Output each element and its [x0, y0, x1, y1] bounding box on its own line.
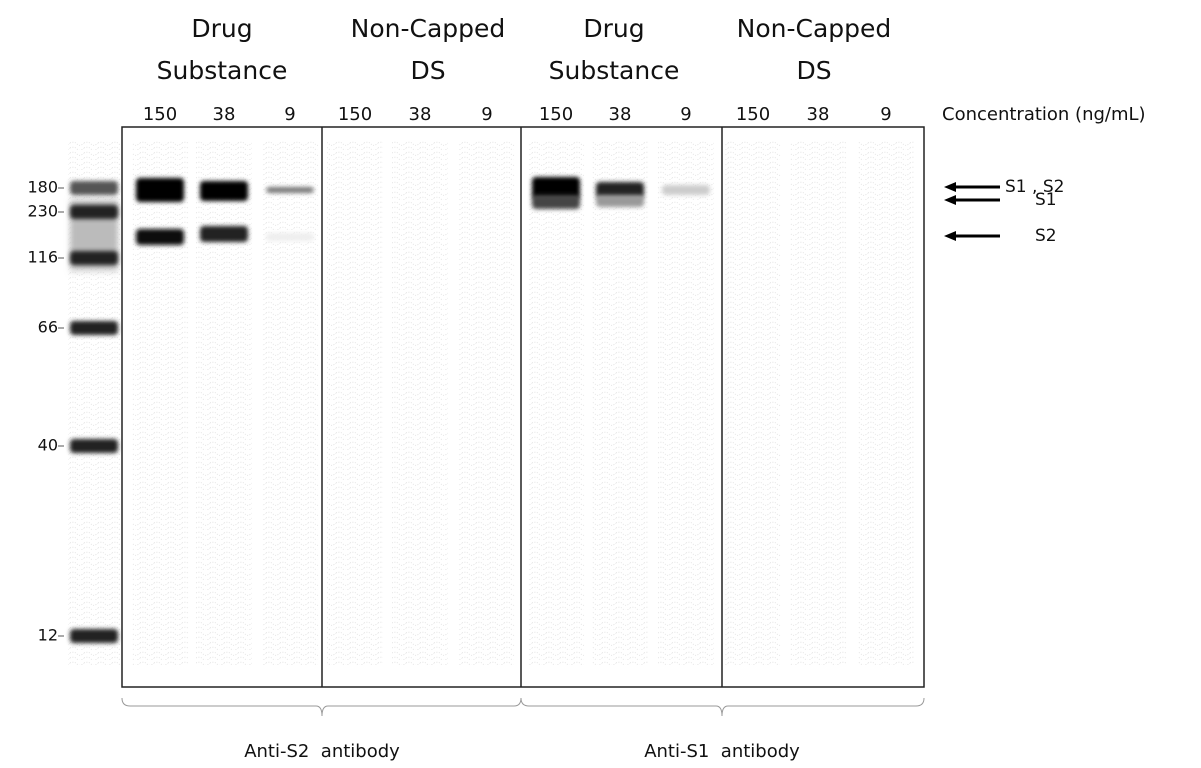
group-label: Non-Capped — [737, 14, 892, 43]
arrow-head — [944, 231, 956, 241]
concentration: 38 — [609, 104, 632, 125]
lane — [858, 140, 914, 665]
ladder-band — [70, 205, 118, 219]
ladder-band — [70, 629, 118, 643]
concentration: 9 — [481, 104, 492, 125]
band — [200, 181, 248, 201]
ladder-band — [70, 439, 118, 453]
concentration: 150 — [539, 104, 573, 125]
concentration: 9 — [880, 104, 891, 125]
arrow-label: S1 — [1035, 190, 1057, 210]
concentration: 9 — [284, 104, 295, 125]
concentration: 150 — [143, 104, 177, 125]
concentration: 9 — [680, 104, 691, 125]
lane — [262, 140, 318, 665]
arrow-label: S2 — [1035, 226, 1057, 246]
ladder-label: 230 — [27, 202, 58, 221]
group-label: Non-Capped — [351, 14, 506, 43]
brace — [122, 698, 521, 716]
ladder-label: 12 — [38, 626, 58, 645]
lane — [528, 140, 584, 665]
concentration: 150 — [338, 104, 372, 125]
lane — [790, 140, 846, 665]
brace — [521, 698, 924, 716]
lane — [132, 140, 188, 665]
ladder-band — [70, 251, 118, 265]
concentration-label: Concentration (ng/mL) — [942, 104, 1146, 125]
lane — [592, 140, 648, 665]
group-label: DS — [796, 56, 831, 85]
ladder-band — [70, 181, 118, 195]
group-label: Drug — [583, 14, 644, 43]
group-label: Substance — [157, 56, 288, 85]
blot-figure: Anti-S2 antibody Anti-S1 antibody Concen… — [0, 0, 1201, 764]
band — [266, 233, 314, 241]
concentration: 38 — [213, 104, 236, 125]
concentration: 150 — [736, 104, 770, 125]
lane — [196, 140, 252, 665]
lane — [327, 140, 383, 665]
band — [200, 226, 248, 242]
ladder-label: 66 — [38, 318, 58, 337]
ladder-label: 180 — [27, 178, 58, 197]
lanes — [68, 140, 914, 665]
arrow-head — [944, 182, 956, 192]
band — [662, 185, 710, 195]
antibody-label: Anti-S2 antibody — [244, 741, 400, 762]
arrow-head — [944, 195, 956, 205]
ladder-band — [70, 321, 118, 335]
page: {"groups": [ {"label_lines": ["Drug", "S… — [0, 0, 1201, 764]
band — [266, 187, 314, 193]
band — [532, 195, 580, 209]
concentration: 38 — [807, 104, 830, 125]
concentration: 38 — [409, 104, 432, 125]
lane — [392, 140, 448, 665]
group-label: Drug — [191, 14, 252, 43]
ladder-label: 116 — [27, 248, 58, 267]
group-label: Substance — [549, 56, 680, 85]
lane — [459, 140, 515, 665]
band — [136, 229, 184, 245]
band — [136, 178, 184, 202]
group-label: DS — [410, 56, 445, 85]
antibody-label: Anti-S1 antibody — [644, 741, 800, 762]
lane — [658, 140, 714, 665]
band — [596, 195, 644, 207]
ladder-label: 40 — [38, 436, 58, 455]
lane — [725, 140, 781, 665]
